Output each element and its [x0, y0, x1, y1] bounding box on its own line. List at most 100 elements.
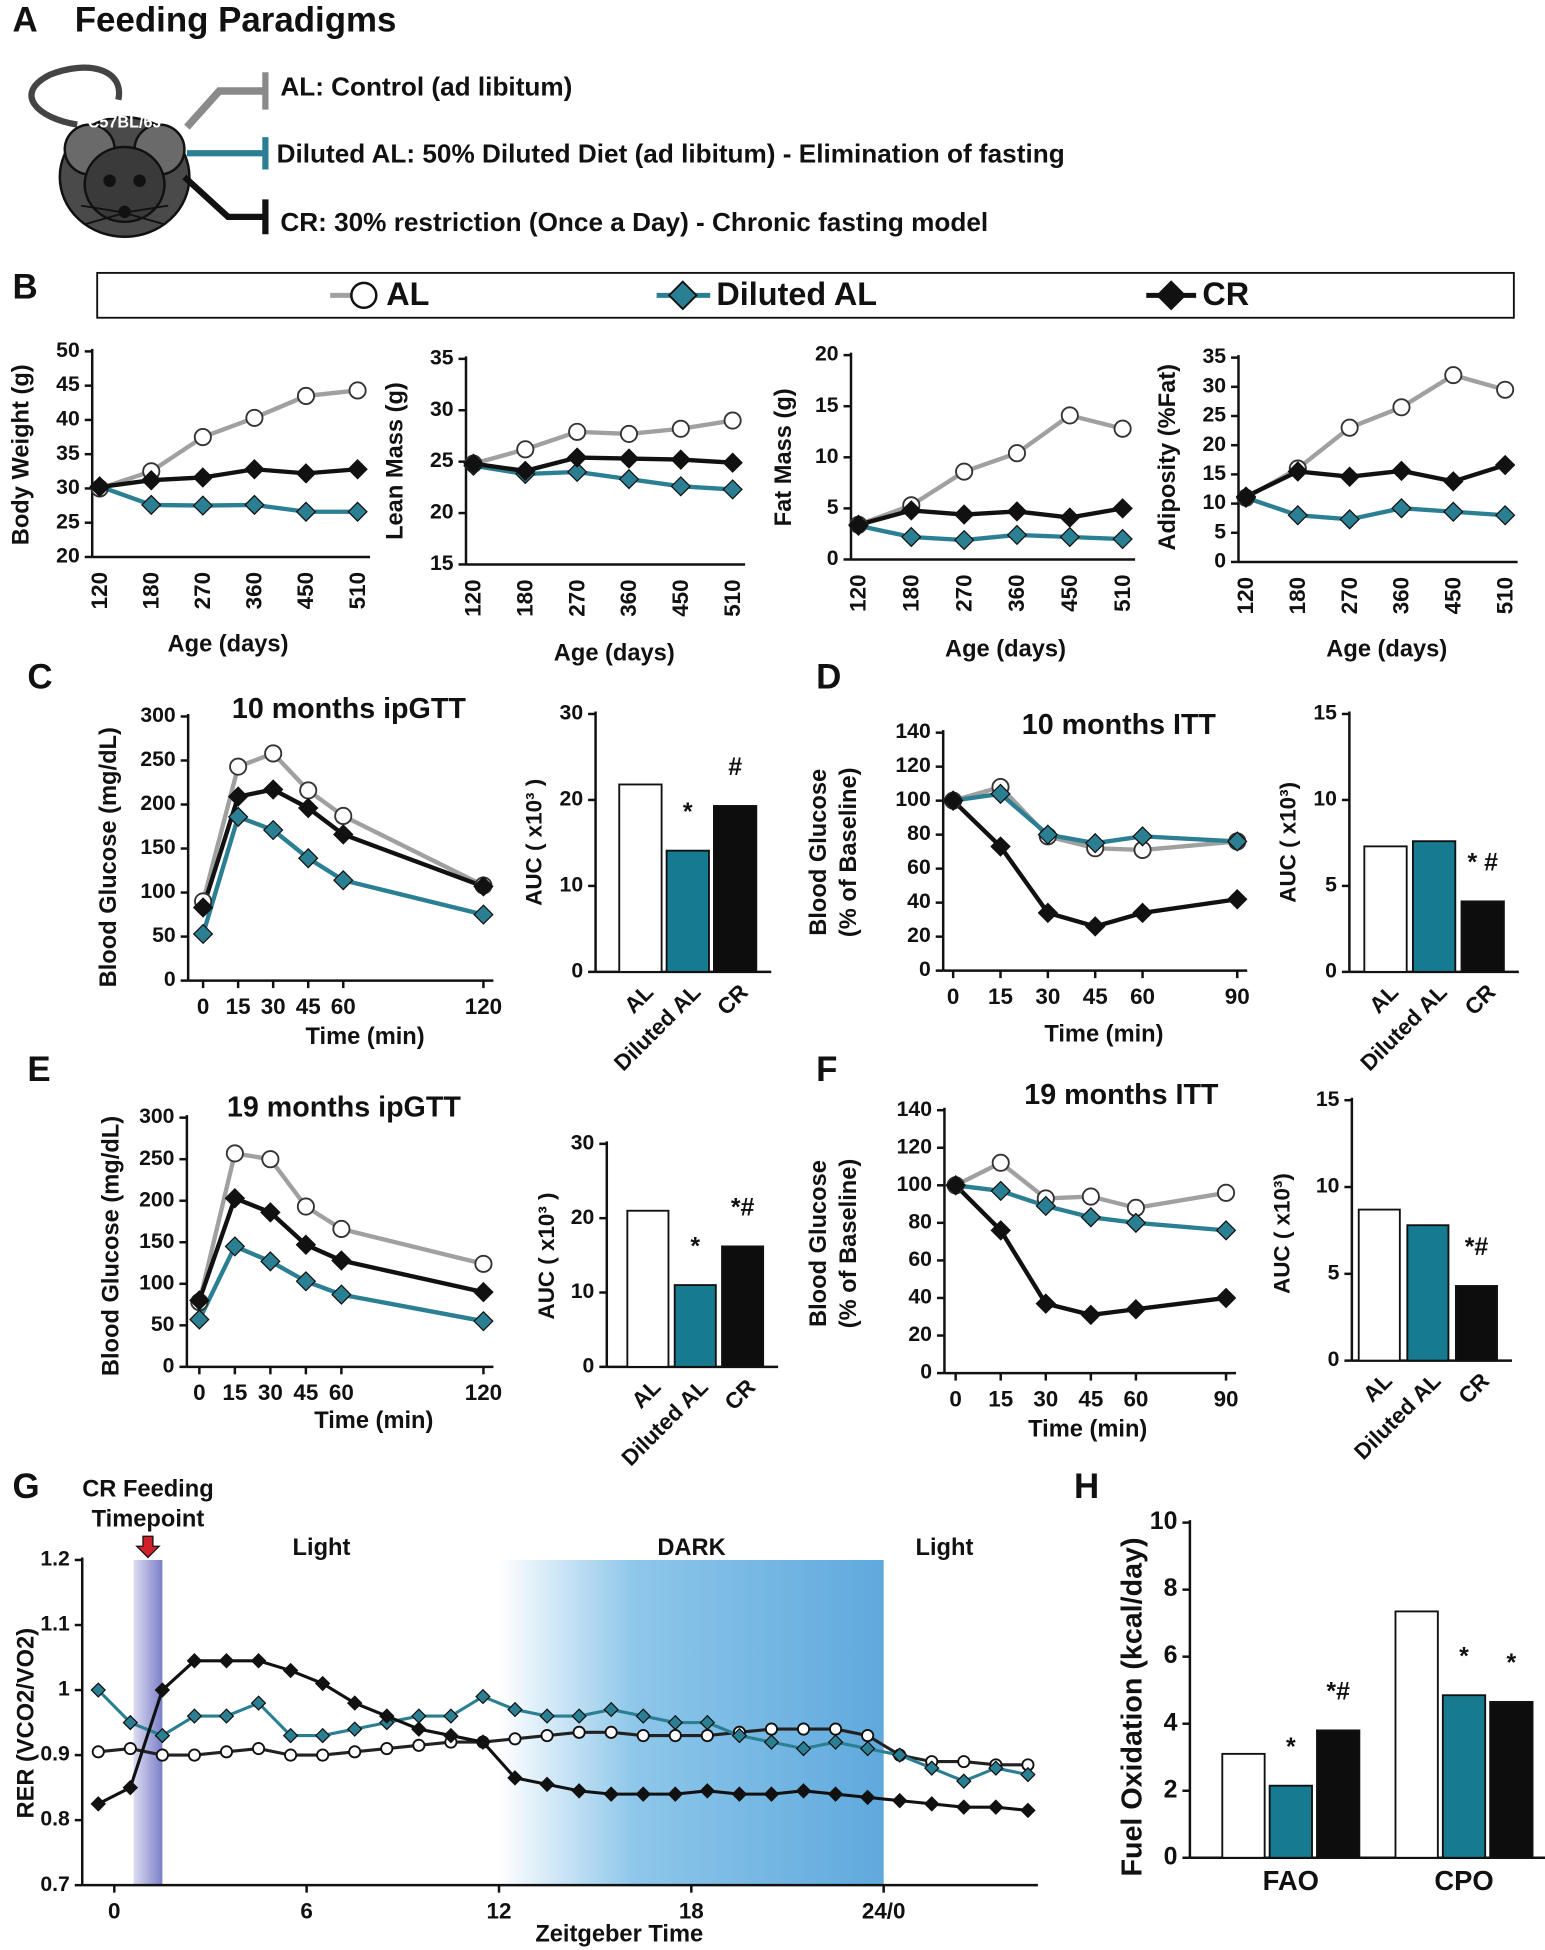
- x-tick-label: 120: [87, 572, 112, 609]
- panel-letter: H: [1074, 1467, 1099, 1506]
- y-tick-label: 300: [140, 704, 175, 727]
- x-tick-label: 45: [1083, 984, 1108, 1009]
- data-point: [945, 1175, 966, 1196]
- data-point: [314, 1675, 331, 1692]
- paradigm-label: CR: 30% restriction (Once a Day) - Chron…: [280, 207, 988, 237]
- series-line: [857, 506, 1123, 527]
- y-tick-label: 5: [827, 496, 839, 519]
- x-tick-label: 60: [331, 994, 356, 1019]
- data-point: [572, 1725, 586, 1739]
- x-tick-label: 30: [261, 994, 286, 1019]
- y-tick-label: 5: [1214, 520, 1226, 543]
- data-point: [1235, 486, 1257, 507]
- data-point: [827, 1786, 844, 1802]
- data-point: [953, 504, 975, 525]
- x-tick-label: 30: [258, 1380, 283, 1405]
- data-point: [924, 1760, 940, 1776]
- data-point: [955, 462, 974, 481]
- x-tick-label: CR: [1454, 1368, 1495, 1409]
- data-point: [1084, 832, 1106, 854]
- data-point: [192, 923, 214, 945]
- x-axis-label: Time (min): [305, 1024, 424, 1050]
- chart-title: 19 months ipGTT: [227, 1092, 461, 1124]
- x-tick-label: 180: [898, 574, 923, 611]
- data-point: [1496, 380, 1515, 399]
- chart-title: 10 months ipGTT: [232, 693, 466, 725]
- y-axis-label: Blood Glucose: [806, 769, 832, 936]
- x-tick-label: 120: [465, 1380, 502, 1405]
- y-tick-label: 2: [1164, 1775, 1178, 1803]
- data-point: [1494, 505, 1516, 526]
- x-tick-label: FAO: [1263, 1865, 1319, 1896]
- x-axis-label: Age (days): [1326, 637, 1447, 663]
- y-tick-label: 0: [1325, 959, 1337, 982]
- x-tick-label: AL: [627, 1374, 666, 1413]
- data-point: [250, 1653, 267, 1669]
- x-tick-label: Diluted AL: [609, 979, 705, 1075]
- legend-label: CR: [1202, 276, 1249, 312]
- bar: [626, 1209, 670, 1368]
- y-tick-label: 40: [907, 890, 931, 913]
- data-point: [1132, 826, 1153, 847]
- feeding-band: [133, 1559, 163, 1886]
- significance-label: *#: [731, 1194, 755, 1222]
- data-point: [261, 1150, 280, 1169]
- data-point: [224, 1188, 246, 1209]
- y-tick-label: 20: [815, 343, 839, 366]
- data-point: [473, 1310, 494, 1332]
- data-point: [699, 1714, 716, 1731]
- y-tick-label: 10: [1316, 1175, 1340, 1198]
- data-point: [848, 514, 869, 535]
- data-point: [1035, 1195, 1057, 1217]
- x-tick-label: 45: [293, 1380, 318, 1405]
- y-tick-label: 5: [1328, 1261, 1340, 1284]
- data-point: [859, 1740, 876, 1757]
- data-point: [763, 1734, 780, 1750]
- data-point: [1080, 1304, 1102, 1326]
- data-point: [1339, 466, 1360, 487]
- series-line: [197, 1150, 484, 1303]
- data-point: [218, 1708, 235, 1724]
- data-point: [297, 847, 319, 869]
- data-point: [474, 1254, 493, 1273]
- legend-label: AL: [386, 276, 429, 312]
- data-point: [245, 408, 264, 427]
- data-point: [218, 1653, 235, 1669]
- data-point: [942, 790, 964, 811]
- y-tick-label: 1: [58, 1678, 70, 1701]
- data-point: [891, 1792, 908, 1809]
- y-axis-label: Adiposity (%Fat): [1155, 364, 1181, 551]
- bar: [1221, 1752, 1266, 1859]
- data-point: [187, 1748, 201, 1762]
- data-point: [411, 1721, 427, 1737]
- x-axis-label: Zeitgeber Time: [535, 1921, 703, 1947]
- panel-letter: C: [27, 657, 52, 696]
- x-tick-label: 90: [1214, 1386, 1239, 1411]
- paradigm-label: Diluted AL: 50% Diluted Diet (ad libitum…: [277, 139, 1065, 169]
- data-point: [331, 1284, 352, 1305]
- data-point: [379, 1708, 395, 1724]
- y-tick-label: 10: [1313, 788, 1337, 811]
- series-line: [1245, 462, 1506, 499]
- data-point: [604, 1725, 618, 1739]
- data-point: [475, 1734, 491, 1750]
- data-point: [333, 824, 354, 845]
- bar: [713, 805, 758, 973]
- panel-letter: D: [816, 657, 841, 696]
- legend-marker: [1156, 280, 1187, 311]
- data-point: [1113, 419, 1132, 438]
- series-line: [473, 455, 733, 474]
- x-axis-label: Time (min): [1044, 1022, 1163, 1048]
- x-tick-label: 360: [242, 572, 267, 609]
- data-point: [244, 459, 265, 480]
- data-point: [795, 1783, 812, 1799]
- data-point: [1443, 501, 1464, 522]
- data-point: [990, 836, 1011, 857]
- data-point: [348, 1745, 362, 1759]
- y-tick-label: 20: [560, 788, 584, 811]
- data-point: [957, 1755, 971, 1769]
- data-point: [1035, 1293, 1057, 1314]
- data-point: [990, 783, 1011, 805]
- y-tick-label: 8: [1164, 1574, 1178, 1602]
- data-point: [227, 786, 249, 807]
